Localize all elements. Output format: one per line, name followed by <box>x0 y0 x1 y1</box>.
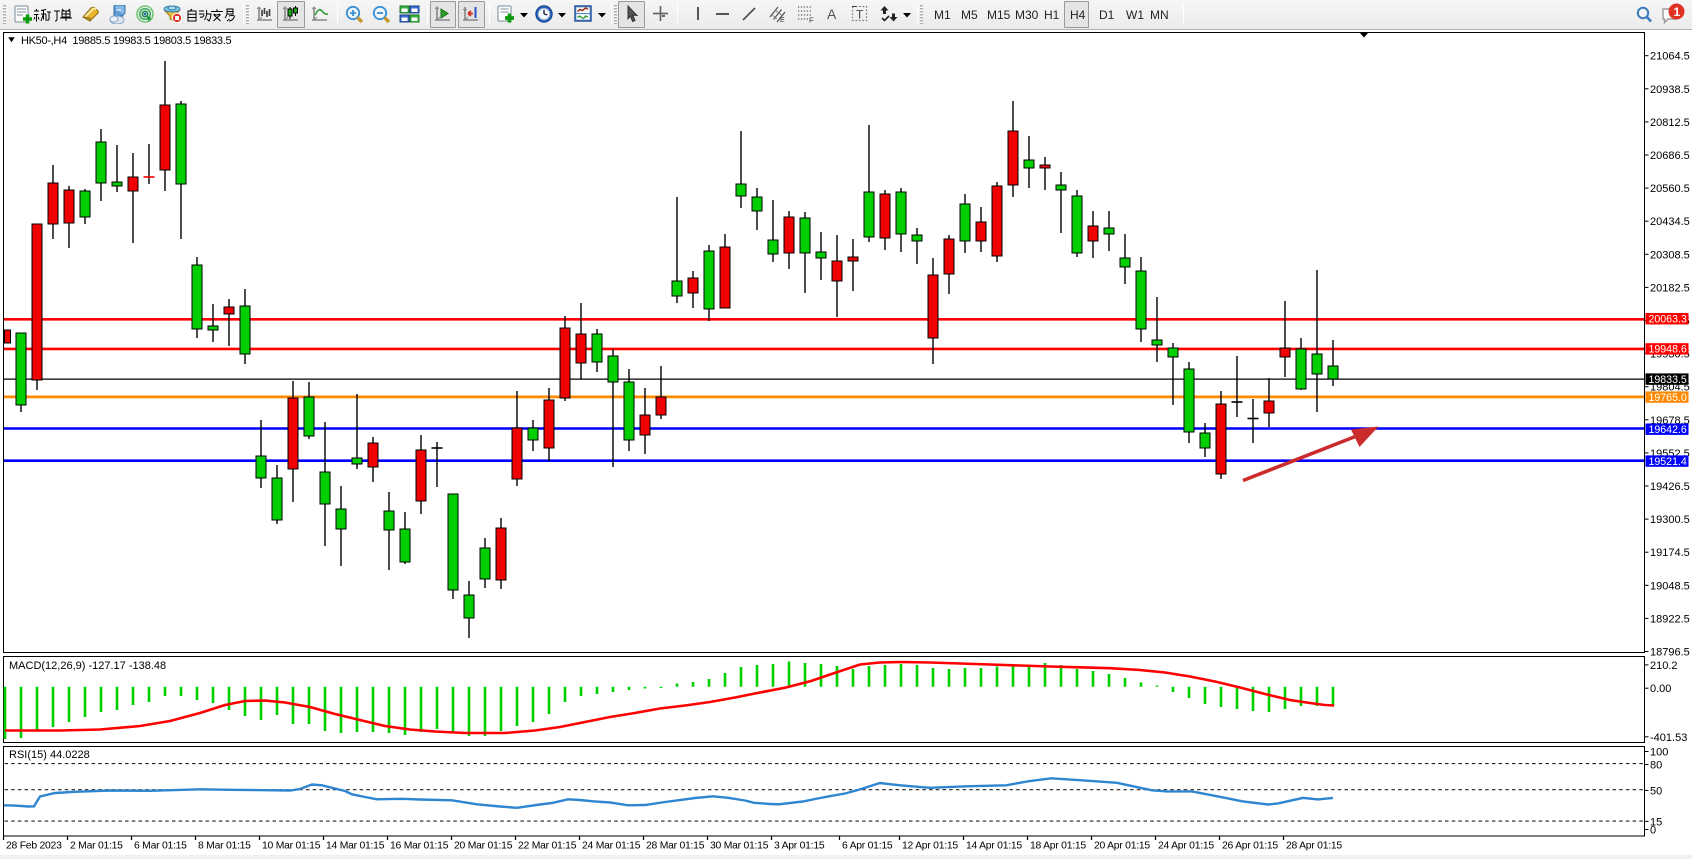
svg-text:15: 15 <box>1650 816 1662 828</box>
svg-text:19426.5: 19426.5 <box>1650 481 1690 493</box>
svg-text:19174.5: 19174.5 <box>1650 547 1690 559</box>
svg-text:0.00: 0.00 <box>1650 683 1671 695</box>
svg-text:21064.5: 21064.5 <box>1650 51 1690 63</box>
svg-text:-401.53: -401.53 <box>1650 732 1687 744</box>
svg-text:0: 0 <box>1650 825 1656 837</box>
svg-text:20434.5: 20434.5 <box>1650 216 1690 228</box>
svg-text:20182.5: 20182.5 <box>1650 282 1690 294</box>
svg-text:8 Mar 01:15: 8 Mar 01:15 <box>198 841 251 852</box>
svg-text:10 Mar 01:15: 10 Mar 01:15 <box>262 841 321 852</box>
svg-text:28 Mar 01:15: 28 Mar 01:15 <box>646 841 705 852</box>
svg-text:16 Mar 01:15: 16 Mar 01:15 <box>390 841 449 852</box>
svg-text:20560.5: 20560.5 <box>1650 183 1690 195</box>
svg-text:MACD(12,26,9) -127.17 -138.48: MACD(12,26,9) -127.17 -138.48 <box>9 660 166 672</box>
svg-text:20686.5: 20686.5 <box>1650 150 1690 162</box>
svg-text:E: E <box>780 17 785 23</box>
svg-text:18 Apr 01:15: 18 Apr 01:15 <box>1030 841 1086 852</box>
svg-text:26 Apr 01:15: 26 Apr 01:15 <box>1222 841 1278 852</box>
svg-text:14 Apr 01:15: 14 Apr 01:15 <box>966 841 1022 852</box>
svg-text:T: T <box>856 8 864 22</box>
svg-text:24 Apr 01:15: 24 Apr 01:15 <box>1158 841 1214 852</box>
svg-text:20938.5: 20938.5 <box>1650 84 1690 96</box>
svg-text:22 Mar 01:15: 22 Mar 01:15 <box>518 841 577 852</box>
svg-text:20308.5: 20308.5 <box>1650 249 1690 261</box>
svg-text:19948.6: 19948.6 <box>1649 344 1687 356</box>
svg-text:210.2: 210.2 <box>1650 660 1678 672</box>
svg-text:100: 100 <box>1650 747 1668 759</box>
svg-text:HK50-,H4 19885.5 19983.5 1980: HK50-,H4 19885.5 19983.5 19803.5 19833.5 <box>21 35 232 47</box>
svg-text:20063.3: 20063.3 <box>1649 314 1687 326</box>
svg-text:19048.5: 19048.5 <box>1650 580 1690 592</box>
svg-text:18796.5: 18796.5 <box>1650 647 1690 659</box>
svg-text:14 Mar 01:15: 14 Mar 01:15 <box>326 841 385 852</box>
svg-text:20 Apr 01:15: 20 Apr 01:15 <box>1094 841 1150 852</box>
svg-text:18922.5: 18922.5 <box>1650 613 1690 625</box>
svg-text:19765.0: 19765.0 <box>1649 392 1687 404</box>
svg-text:28 Apr 01:15: 28 Apr 01:15 <box>1286 841 1342 852</box>
svg-text:12 Apr 01:15: 12 Apr 01:15 <box>902 841 958 852</box>
svg-text:19300.5: 19300.5 <box>1650 514 1690 526</box>
svg-text:24 Mar 01:15: 24 Mar 01:15 <box>582 841 641 852</box>
svg-text:20812.5: 20812.5 <box>1650 117 1690 129</box>
svg-text:19642.6: 19642.6 <box>1649 424 1687 436</box>
svg-text:6 Mar 01:15: 6 Mar 01:15 <box>134 841 187 852</box>
svg-text:3 Apr 01:15: 3 Apr 01:15 <box>774 841 825 852</box>
svg-text:80: 80 <box>1650 760 1662 772</box>
svg-text:F: F <box>809 16 814 25</box>
svg-text:30 Mar 01:15: 30 Mar 01:15 <box>710 841 769 852</box>
svg-text:50: 50 <box>1650 785 1662 797</box>
svg-text:2 Mar 01:15: 2 Mar 01:15 <box>70 841 123 852</box>
svg-text:19833.5: 19833.5 <box>1649 374 1687 386</box>
svg-text:19521.4: 19521.4 <box>1649 456 1687 468</box>
svg-text:6 Apr 01:15: 6 Apr 01:15 <box>842 841 893 852</box>
svg-text:1: 1 <box>1674 5 1681 19</box>
svg-text:RSI(15) 44.0228: RSI(15) 44.0228 <box>9 749 90 761</box>
svg-text:28 Feb 2023: 28 Feb 2023 <box>6 841 62 852</box>
svg-text:20 Mar 01:15: 20 Mar 01:15 <box>454 841 513 852</box>
